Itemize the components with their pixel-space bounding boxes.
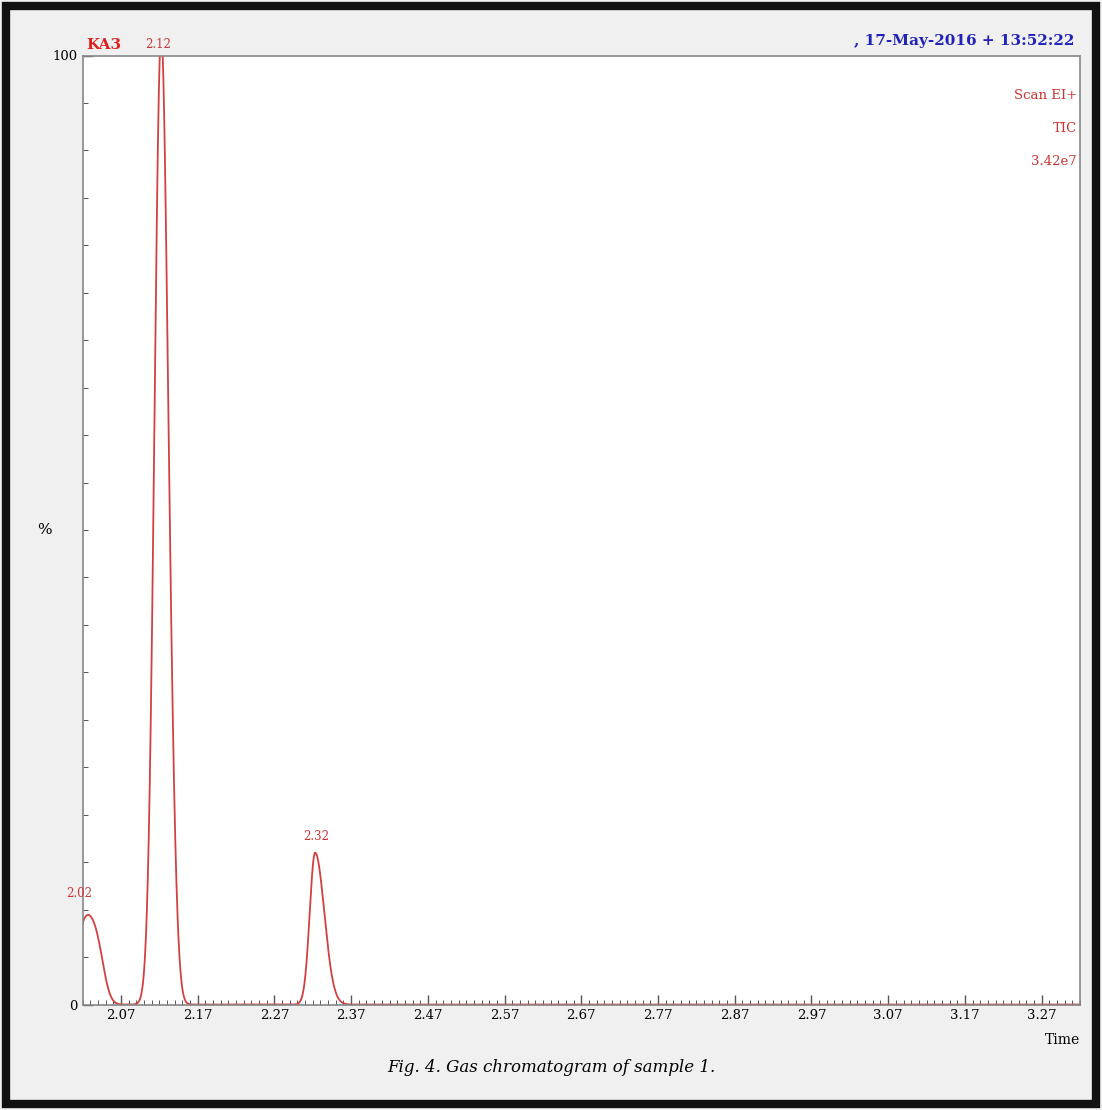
Text: %: % (37, 523, 52, 537)
Text: 2.12: 2.12 (144, 38, 171, 51)
Text: , 17-May-2016 + 13:52:22: , 17-May-2016 + 13:52:22 (854, 33, 1074, 48)
Text: Time: Time (1045, 1033, 1080, 1047)
Text: 2.02: 2.02 (66, 887, 93, 900)
Text: Scan EI+: Scan EI+ (1014, 89, 1077, 102)
Text: TIC: TIC (1052, 122, 1077, 135)
Text: 3.42e7: 3.42e7 (1031, 155, 1077, 168)
Text: KA3: KA3 (86, 38, 121, 52)
Text: Fig. 4. Gas chromatogram of sample 1.: Fig. 4. Gas chromatogram of sample 1. (387, 1059, 715, 1077)
Text: 2.32: 2.32 (303, 830, 328, 844)
